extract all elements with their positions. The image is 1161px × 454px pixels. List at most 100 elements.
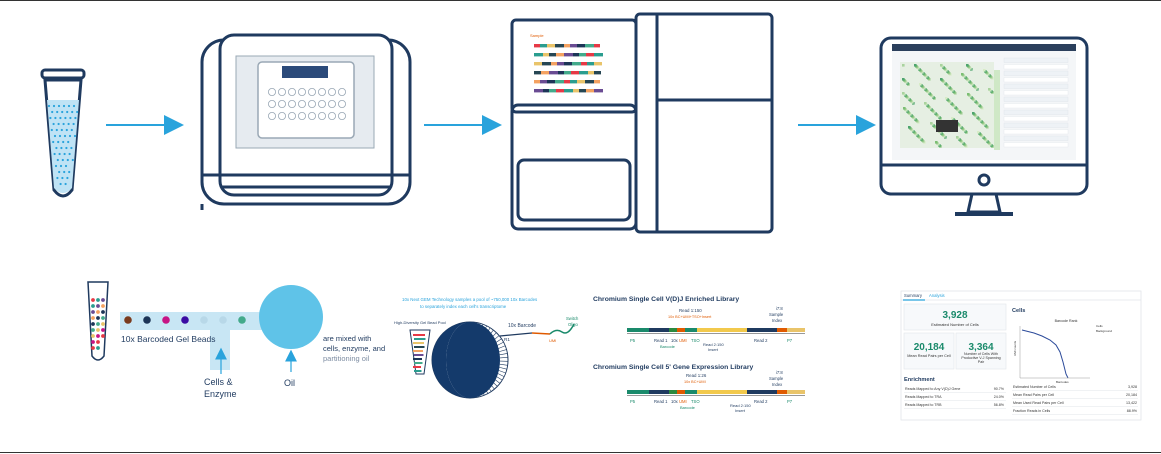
seq-bar-segment	[564, 80, 570, 84]
bead-stripe	[413, 350, 423, 352]
library-segment	[627, 328, 649, 332]
oil-label: Oil	[284, 378, 295, 388]
chip-well	[267, 100, 276, 109]
library-segment	[787, 328, 805, 332]
oligo-ray	[498, 369, 506, 374]
umi-counts-axis: UMI counts	[1013, 340, 1017, 356]
barcode-rank-curve	[1021, 329, 1069, 379]
seq-bar-segment	[543, 53, 549, 57]
heatmap-cell	[967, 93, 970, 96]
cells-title: Cells	[1012, 308, 1025, 314]
seq-bar-segment	[543, 89, 549, 93]
gex-p7: P7	[787, 399, 793, 404]
gel-bead	[219, 316, 227, 324]
heatmap-cell	[930, 122, 933, 125]
seq-bar-segment	[549, 71, 558, 75]
library-segment	[627, 390, 649, 394]
table-row	[1003, 116, 1069, 122]
microfluidic-chip	[257, 61, 355, 139]
gex-umi: UMI	[679, 399, 687, 404]
chip-well	[327, 88, 336, 97]
tube-dot	[73, 134, 77, 138]
seq-bar-segment	[534, 80, 540, 84]
tube-dot	[62, 122, 65, 126]
vdj-tso: TSO	[691, 338, 700, 343]
cells-row-value: 13,422	[1126, 401, 1137, 405]
seq-bar-segment	[549, 53, 556, 57]
tab-analysis[interactable]: Analysis	[929, 293, 945, 298]
seq-bar-segment	[594, 80, 600, 84]
heatmap-cell	[983, 69, 986, 72]
vdj-sample-label: Sample	[769, 312, 784, 317]
vdj-p5: P5	[630, 338, 636, 343]
seq-bar-segment	[551, 62, 557, 66]
enrichment-row-label: Reads Mapped to TRA	[905, 395, 942, 399]
bead-dot	[101, 310, 105, 314]
seq-bar-segment	[594, 71, 601, 75]
cells-label-line1: Cells &	[204, 377, 233, 387]
chip-well	[277, 112, 286, 121]
heatmap-cell	[919, 83, 922, 86]
seq-bar-segment	[564, 53, 573, 57]
table-row	[1003, 135, 1069, 141]
chip-well	[327, 100, 336, 109]
tube-dot	[72, 122, 75, 126]
barcode-rank-title: Barcode Rank	[1055, 319, 1078, 323]
tooltip-box	[936, 120, 958, 132]
library-segment	[697, 390, 747, 394]
gex-i7-label: i7:8	[776, 370, 783, 375]
vdj-read1-sub: 10x BC+UMI+TSO+Insert	[668, 315, 712, 319]
cells-row-value: 88.9%	[1127, 409, 1138, 413]
bead-dot	[96, 334, 100, 338]
seq-bar-segment	[549, 89, 556, 93]
vdj-library-title: Chromium Single Cell V(D)J Enriched Libr…	[593, 296, 739, 303]
table-row	[1003, 70, 1069, 76]
heatmap-cell	[956, 136, 959, 139]
gex-p5: P5	[630, 399, 636, 404]
vdj-read1: Read 1	[654, 338, 668, 343]
legend-cells: Cells	[1096, 324, 1103, 328]
heatmap-cell	[940, 64, 943, 67]
seq-bar-segment	[579, 89, 586, 93]
oligo-ray	[497, 345, 506, 350]
enrichment-row-value: 56.8%	[994, 403, 1005, 407]
seq-bar-segment	[555, 44, 564, 48]
chip-well	[277, 88, 286, 97]
seq-bar-segment	[577, 44, 585, 48]
heatmap-cell	[935, 141, 938, 144]
tab-summary[interactable]: Summary	[904, 293, 923, 298]
tube-dot	[59, 116, 62, 120]
barcode-label: 10x Barcode	[508, 323, 536, 329]
tube-dot	[61, 158, 64, 162]
seq-bar-segment	[570, 80, 577, 84]
heatmap-cell	[902, 78, 905, 81]
tube-dot	[67, 140, 70, 144]
gex-read1-sub: 10x BC+UMI	[684, 380, 706, 384]
chip-well	[317, 100, 326, 109]
tube-dot	[67, 122, 70, 126]
tube-dot	[52, 104, 56, 108]
seq-bar-segment	[573, 53, 579, 57]
seq-bar-segment	[534, 44, 540, 48]
chip-well	[287, 100, 296, 109]
tube-dot	[50, 128, 53, 132]
tube-dot	[64, 182, 67, 186]
chip-well	[297, 100, 306, 109]
table-row	[1003, 129, 1069, 135]
bead-dot	[91, 346, 95, 350]
heatmap-cell	[988, 88, 991, 91]
chip-well	[297, 112, 306, 121]
chip-well	[307, 100, 316, 109]
reads-value: 20,184	[914, 342, 945, 353]
chip-well	[267, 88, 276, 97]
chip-well	[337, 100, 346, 109]
heatmap-cell	[914, 64, 917, 67]
tube-dot	[63, 170, 66, 174]
enrichment-row-label: Reads Mapped to TRB	[905, 403, 942, 407]
tube-dot	[72, 104, 76, 108]
bead-stripe	[414, 354, 424, 356]
bead-dot	[101, 322, 105, 326]
tube-dot	[68, 134, 72, 138]
tube-dot	[59, 164, 63, 168]
bead-dot	[96, 316, 100, 320]
